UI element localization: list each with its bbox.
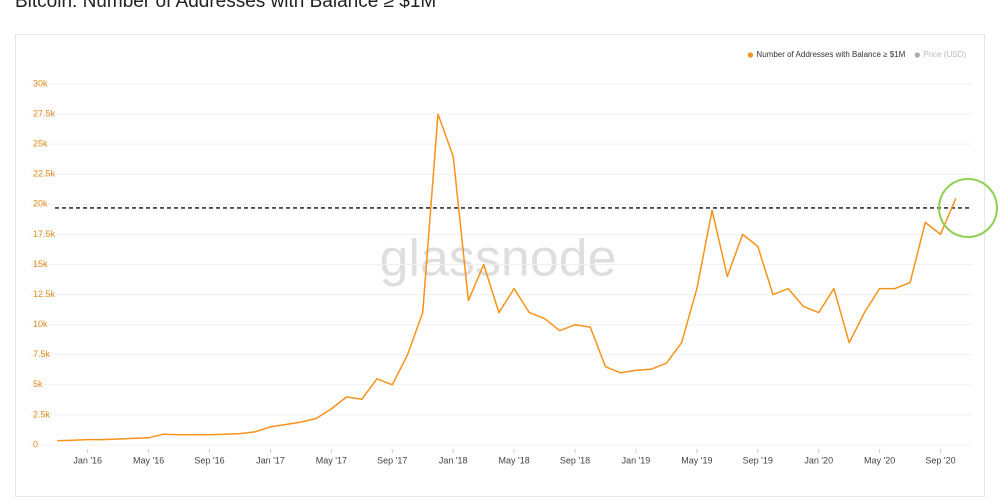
y-tick-label: 7.5k bbox=[33, 349, 51, 359]
x-tick-label: Sep '17 bbox=[377, 455, 407, 465]
x-tick-label: Jan '16 bbox=[73, 455, 102, 465]
legend-label: Price (USD) bbox=[923, 50, 966, 59]
x-tick-label: May '17 bbox=[316, 455, 347, 465]
y-tick-label: 2.5k bbox=[33, 409, 51, 419]
chart-title: Bitcoin: Number of Addresses with Balanc… bbox=[15, 0, 436, 12]
y-tick-label: 12.5k bbox=[33, 289, 56, 299]
y-tick-label: 10k bbox=[33, 319, 48, 329]
x-tick-label: May '20 bbox=[864, 455, 895, 465]
x-tick-label: Jan '19 bbox=[622, 455, 651, 465]
y-tick-label: 27.5k bbox=[33, 108, 56, 118]
y-tick-label: 0 bbox=[33, 439, 38, 449]
highlight-circle bbox=[938, 178, 998, 238]
x-tick-label: Sep '20 bbox=[925, 455, 955, 465]
x-tick-label: Sep '18 bbox=[560, 455, 590, 465]
legend-marker bbox=[747, 52, 754, 58]
data-line bbox=[57, 113, 957, 442]
x-tick-label: Sep '16 bbox=[194, 455, 224, 465]
watermark: glassnode bbox=[379, 230, 616, 288]
y-tick-label: 25k bbox=[33, 139, 48, 149]
chart-panel bbox=[15, 34, 985, 497]
x-tick-label: Jan '18 bbox=[439, 455, 468, 465]
legend-label: Number of Addresses with Balance ≥ $1M bbox=[756, 50, 905, 59]
x-tick-label: May '19 bbox=[681, 455, 712, 465]
y-tick-label: 17.5k bbox=[33, 229, 56, 239]
x-tick-label: Jan '20 bbox=[804, 455, 833, 465]
y-tick-label: 15k bbox=[33, 259, 48, 269]
x-tick-label: May '18 bbox=[498, 455, 529, 465]
y-tick-label: 20k bbox=[33, 199, 48, 209]
legend-marker bbox=[914, 52, 920, 58]
x-tick-label: Sep '19 bbox=[743, 455, 773, 465]
x-tick-label: May '16 bbox=[133, 455, 164, 465]
x-tick-label: Jan '17 bbox=[256, 455, 285, 465]
y-tick-label: 22.5k bbox=[33, 169, 56, 179]
y-tick-label: 5k bbox=[33, 379, 43, 389]
y-tick-label: 30k bbox=[33, 78, 48, 88]
